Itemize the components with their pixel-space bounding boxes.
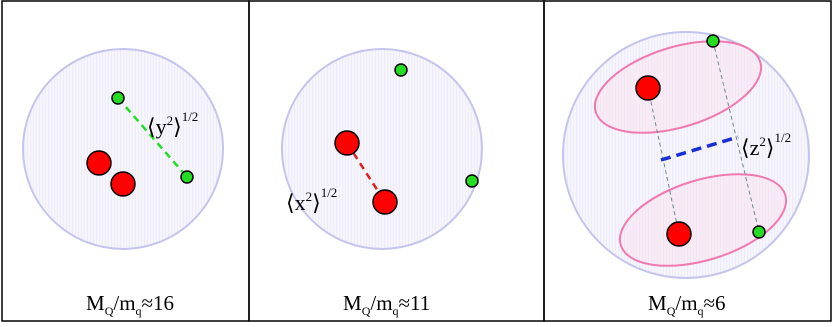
mass-ratio-caption: MQ/mq≈6 (648, 291, 726, 318)
light-quark (394, 63, 408, 77)
mass-ratio-caption: MQ/mq≈11 (343, 291, 430, 318)
diquark-ellipse-lower (618, 173, 788, 267)
heavy-quark (635, 75, 661, 101)
z-rms-label: ⟨z2⟩1/2 (741, 130, 791, 160)
heavy-quark (110, 171, 136, 197)
panel-3-frame (543, 0, 832, 322)
light-quark (111, 91, 125, 105)
hadron-cloud (281, 48, 483, 250)
y-separation-line (117, 97, 188, 178)
light-quark (180, 170, 194, 184)
diquark-axis-right (712, 40, 760, 233)
y-rms-label: ⟨y2⟩1/2 (147, 109, 198, 139)
panel-2: ⟨x2⟩1/2 MQ/mq≈11 (281, 48, 483, 318)
light-quark (465, 174, 479, 188)
heavy-quark (372, 189, 398, 215)
diquark-axis-left (647, 87, 680, 235)
light-quark (752, 225, 766, 239)
heavy-quark (86, 150, 112, 176)
light-quark (706, 34, 720, 48)
diquark-ellipse-upper (593, 40, 763, 134)
hadron-cloud (22, 48, 224, 250)
z-separation-line (660, 135, 739, 162)
x-rms-label: ⟨x2⟩1/2 (286, 185, 337, 215)
heavy-quark (334, 130, 360, 156)
panel-3: ⟨z2⟩1/2 MQ/mq≈6 (562, 31, 810, 318)
heavy-quark (666, 221, 692, 247)
mass-ratio-caption: MQ/mq≈16 (86, 291, 174, 318)
panel-1: ⟨y2⟩1/2 MQ/mq≈16 (22, 48, 224, 318)
